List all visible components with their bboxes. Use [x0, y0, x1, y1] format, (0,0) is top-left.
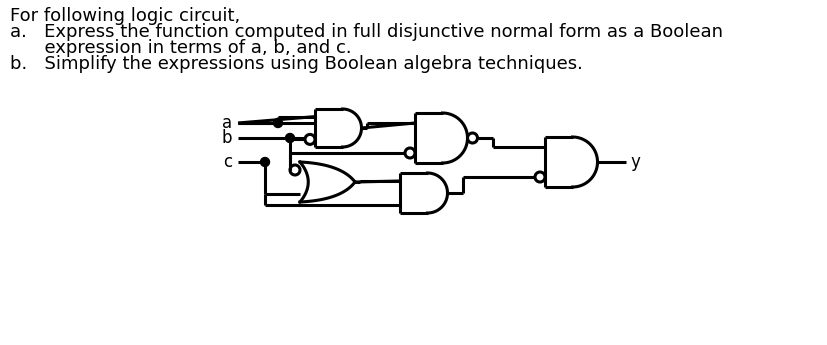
Text: expression in terms of a, b, and c.: expression in terms of a, b, and c.	[10, 39, 351, 57]
Text: b.   Simplify the expressions using Boolean algebra techniques.: b. Simplify the expressions using Boolea…	[10, 55, 583, 73]
Text: b: b	[222, 129, 232, 147]
Text: a.   Express the function computed in full disjunctive normal form as a Boolean: a. Express the function computed in full…	[10, 23, 723, 41]
Circle shape	[261, 158, 270, 167]
Text: For following logic circuit,: For following logic circuit,	[10, 7, 241, 25]
Text: y: y	[630, 153, 640, 171]
Circle shape	[285, 134, 294, 142]
Text: a: a	[222, 114, 232, 132]
Text: c: c	[222, 153, 232, 171]
Circle shape	[274, 118, 283, 128]
